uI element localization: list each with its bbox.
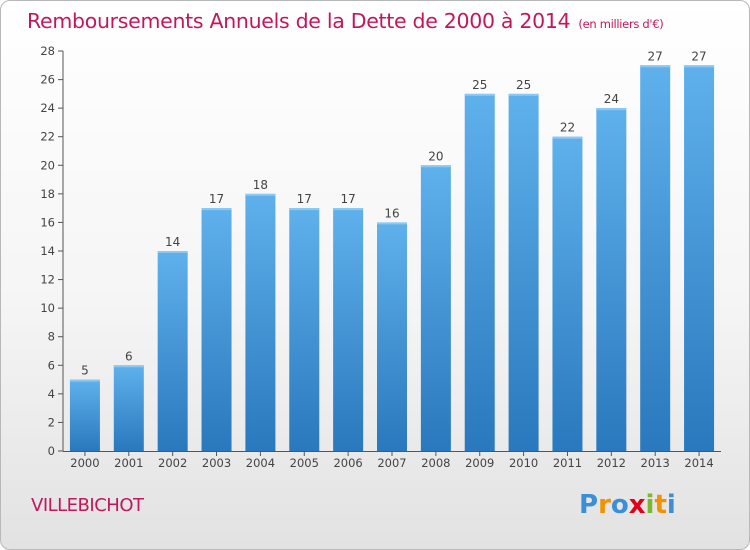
x-tick-label: 2006 [333,456,362,470]
bar-highlight [420,165,451,168]
bar-highlight [245,193,276,196]
x-tick-label: 2012 [597,456,626,470]
y-tick-label: 10 [40,301,55,315]
data-label: 17 [297,192,312,206]
logo-letter: i [666,490,676,520]
x-tick-label: 2001 [114,456,143,470]
bar-2004 [245,193,276,451]
data-label: 16 [384,206,399,220]
bar-2006 [333,208,364,451]
y-tick-label: 28 [40,44,55,58]
data-label: 22 [560,121,575,135]
bar-highlight [113,365,144,368]
y-tick-label: 26 [40,73,55,87]
bar-highlight [684,65,715,68]
chart-subtitle: (en milliers d'€) [578,17,664,31]
bar-2000 [69,379,100,451]
x-tick-label: 2004 [246,456,275,470]
bars [69,65,715,452]
y-tick-label: 6 [48,358,55,372]
proxiti-logo: Proxiti [579,490,676,520]
x-tick-label: 2002 [158,456,187,470]
bar-2003 [201,208,232,451]
logo-letter: r [598,490,611,520]
bar-2013 [640,65,671,452]
y-tick-label: 0 [48,444,55,458]
bar-2001 [113,365,144,451]
bar-highlight [201,208,232,211]
bar-2005 [289,208,320,451]
y-tick-label: 2 [48,415,55,429]
data-label: 25 [516,78,531,92]
bar-2010 [508,93,539,451]
data-label: 24 [604,92,619,106]
bar-highlight [333,208,364,211]
bar-2008 [420,165,451,452]
x-tick-label: 2008 [421,456,450,470]
chart-title: Remboursements Annuels de la Dette de 20… [27,9,664,33]
data-label: 20 [428,149,443,163]
x-tick-label: 2005 [290,456,319,470]
x-tick-label: 2000 [70,456,99,470]
chart-title-text: Remboursements Annuels de la Dette de 20… [27,9,571,33]
data-label: 14 [165,235,180,249]
bar-highlight [377,222,407,225]
x-tick-label: 2011 [553,456,582,470]
x-tick-label: 2013 [641,456,670,470]
logo-letter: o [610,490,629,520]
data-label: 6 [125,349,133,363]
y-tick-label: 16 [40,215,55,229]
data-label: 27 [648,49,663,63]
bar-2014 [684,65,715,452]
data-labels: 5 6 14 17 18 17 17 16 20 25 25 22 24 27 27 [81,49,707,377]
commune-name: VILLEBICHOT [31,495,144,516]
bar-2011 [552,136,583,451]
data-label: 18 [253,178,268,192]
bar-highlight [464,93,495,96]
logo-letter: i [645,490,655,520]
data-label: 17 [340,192,355,206]
y-tick-label: 8 [48,330,55,344]
bar-highlight [508,93,539,96]
y-tick-label: 12 [40,273,55,287]
logo-letter: P [579,490,599,520]
y-tick-label: 14 [40,244,55,258]
data-label: 17 [209,192,224,206]
logo-letter: t [654,490,667,520]
data-label: 27 [691,49,706,63]
bar-2012 [596,108,627,452]
x-tick-label: 2009 [465,456,494,470]
bar-highlight [552,136,583,139]
y-tick-label: 18 [40,187,55,201]
x-tick-label: 2007 [377,456,406,470]
bar-highlight [69,379,100,382]
data-label: 25 [472,78,487,92]
y-tick-label: 24 [40,101,55,115]
logo-letter: x [628,490,646,520]
bar-highlight [596,108,627,111]
bar-highlight [289,208,320,211]
bar-highlight [640,65,671,68]
bar-2007 [377,222,407,451]
y-tick-label: 22 [40,130,55,144]
x-tick-label: 2003 [202,456,231,470]
bar-2009 [464,93,495,451]
y-tick-label: 20 [40,158,55,172]
y-tick-label: 4 [48,387,55,401]
data-label: 5 [81,364,89,378]
x-tick-label: 2014 [684,456,713,470]
x-tick-label: 2010 [509,456,538,470]
bar-2002 [157,251,188,451]
bar-highlight [157,251,188,253]
